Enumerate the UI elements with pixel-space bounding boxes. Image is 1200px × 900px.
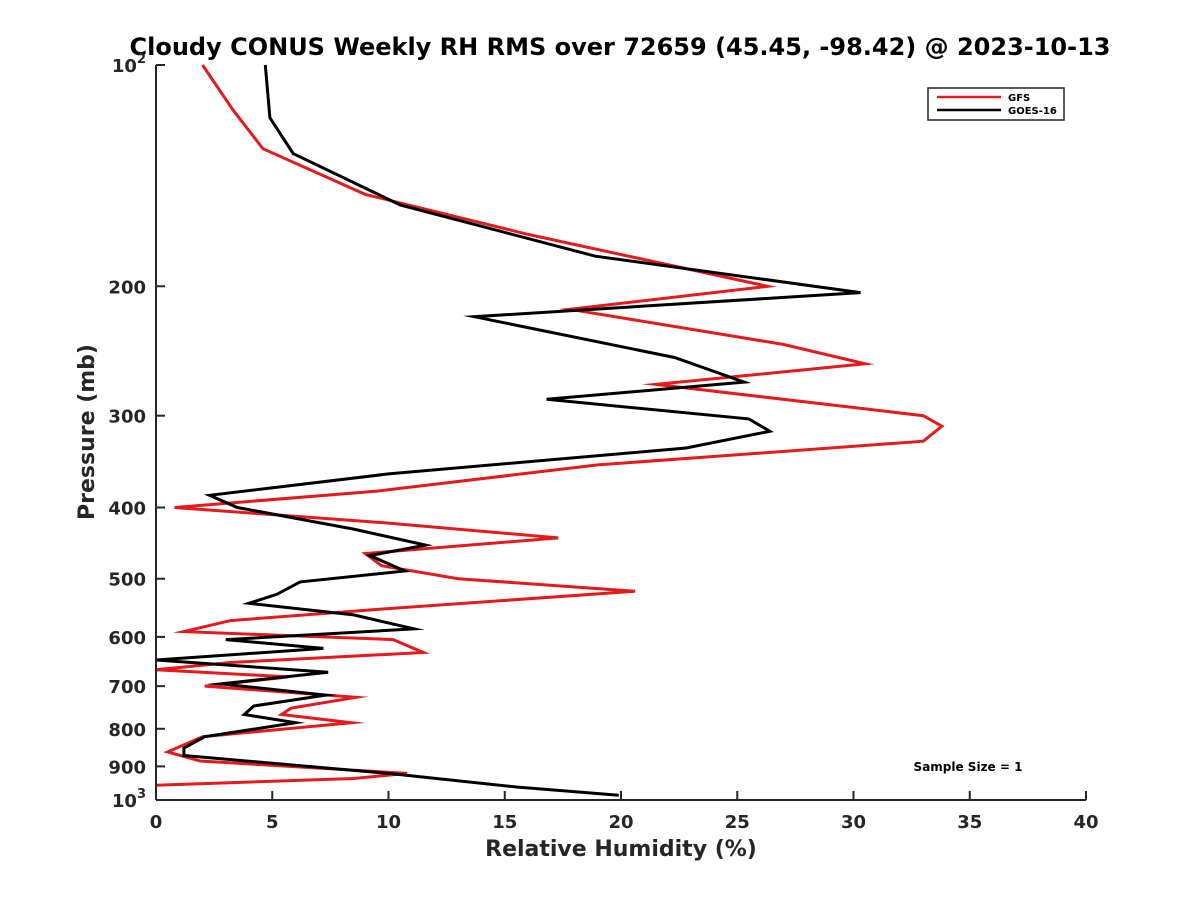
x-tick-label: 10: [376, 812, 401, 833]
y-tick-label: 400: [108, 499, 146, 520]
y-tick-label: 700: [108, 677, 146, 698]
y-tick-label: 900: [108, 757, 146, 778]
y-tick-label: 102: [112, 52, 146, 77]
x-tick-label: 40: [1073, 812, 1098, 833]
legend-label-goes16: GOES-16: [1008, 106, 1057, 117]
sample-size-annotation: Sample Size = 1: [914, 760, 1023, 774]
x-tick-label: 35: [957, 812, 982, 833]
x-ticks: 0 5 10 15 20 25 30 35 40: [150, 791, 1099, 833]
series-line-goes16: [155, 64, 861, 797]
y-tick-label: 103: [112, 787, 146, 812]
legend-label-gfs: GFS: [1008, 93, 1030, 104]
series-line-gfs: [155, 64, 945, 787]
y-tick-label: 500: [108, 570, 146, 591]
plot-area: [155, 64, 945, 797]
y-tick-label: 300: [108, 407, 146, 428]
y-tick-label: 600: [108, 628, 146, 649]
y-tick-label: 200: [108, 277, 146, 298]
x-tick-label: 25: [725, 812, 750, 833]
y-axis-label: Pressure (mb): [75, 344, 100, 520]
x-tick-label: 20: [608, 812, 633, 833]
x-tick-label: 30: [841, 812, 866, 833]
x-axis-label: Relative Humidity (%): [485, 837, 757, 862]
x-tick-label: 5: [266, 812, 279, 833]
x-tick-label: 15: [492, 812, 517, 833]
y-tick-label: 800: [108, 720, 146, 741]
legend: GFS GOES-16: [927, 87, 1065, 121]
y-ticks: 102 200 300 400 500 600 700 800 900 103: [108, 52, 165, 812]
chart-title: Cloudy CONUS Weekly RH RMS over 72659 (4…: [130, 33, 1111, 61]
x-tick-label: 0: [150, 812, 163, 833]
legend-box: [927, 87, 1065, 121]
